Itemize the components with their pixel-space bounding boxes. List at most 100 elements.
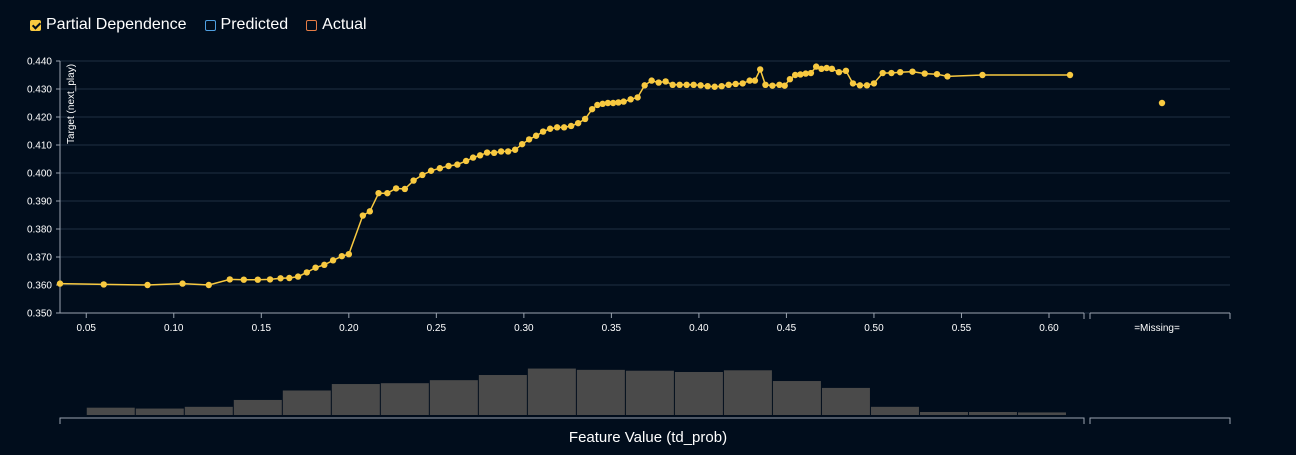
data-point [797, 71, 804, 78]
data-point [375, 189, 382, 197]
x-tick-label: 0.10 [164, 323, 184, 334]
x-tick-label: 0.50 [864, 323, 884, 334]
data-point [525, 136, 533, 143]
data-point [445, 162, 452, 170]
data-point [504, 148, 512, 155]
data-point [683, 81, 690, 89]
data-point [812, 63, 820, 70]
histogram-bar [527, 368, 576, 415]
data-point [599, 100, 606, 108]
histogram-bar [429, 380, 478, 415]
data-point [56, 280, 64, 287]
data-point [454, 161, 461, 168]
data-point [539, 128, 547, 135]
data-point [615, 99, 622, 106]
data-point [266, 276, 274, 283]
legend-partial-dependence[interactable]: Partial Dependence [30, 16, 187, 34]
data-point [179, 280, 186, 287]
x-axis: 0.05 0.10 0.15 0.20 0.25 0.30 0.35 0.40 0.45 0.50… [60, 312, 1231, 334]
data-point [888, 69, 895, 77]
checkbox-icon[interactable] [204, 19, 216, 31]
data-point [240, 276, 247, 283]
data-point [879, 69, 886, 77]
legend-label: Partial Dependence [46, 16, 187, 33]
y-tick-label: 0.430 [27, 85, 52, 96]
data-point [490, 149, 498, 157]
x-axis-label: Feature Value (td_prob) [569, 429, 727, 446]
x-tick-label: 0.20 [339, 323, 359, 334]
histogram-bar [723, 370, 772, 415]
checkbox-icon[interactable] [306, 19, 318, 31]
data-point [870, 80, 878, 87]
data-point [776, 81, 783, 89]
histogram-bar [674, 372, 723, 415]
data-point [732, 80, 739, 88]
data-point [338, 252, 346, 260]
data-point [690, 81, 697, 89]
data-point [676, 81, 683, 89]
data-point [648, 77, 655, 84]
histogram-bar [968, 411, 1017, 415]
data-point [469, 154, 477, 161]
missing-tick-label: =Missing= [1134, 323, 1180, 334]
series-partial-dependence [56, 63, 1166, 289]
histogram-bar [576, 369, 625, 415]
histogram-bar [821, 387, 870, 415]
histogram-bar [380, 383, 429, 415]
legend-predicted[interactable]: Predicted [204, 16, 289, 34]
data-point [641, 82, 648, 89]
y-axis: 0.350 0.360 0.370 0.380 0.390 0.400 0.410 0.420… [27, 57, 61, 320]
data-point [897, 69, 904, 76]
data-point [933, 70, 941, 78]
histogram-bar [919, 411, 968, 415]
grid [60, 60, 1230, 314]
data-point [410, 177, 417, 184]
data-point [979, 71, 986, 79]
legend-actual[interactable]: Actual [306, 16, 367, 34]
y-tick-label: 0.380 [27, 225, 52, 236]
data-point [762, 81, 769, 89]
data-point [277, 275, 284, 282]
data-point [476, 152, 484, 159]
data-point [100, 281, 107, 288]
data-point [786, 76, 794, 83]
data-point [312, 264, 319, 271]
data-point [756, 66, 764, 73]
data-point [718, 83, 725, 90]
data-point [384, 189, 391, 197]
histogram-bar [331, 384, 380, 415]
y-tick-label: 0.370 [27, 253, 52, 264]
data-point [329, 257, 337, 264]
data-point [581, 115, 589, 123]
data-point [909, 68, 916, 75]
data-point [511, 146, 519, 153]
data-point [835, 69, 843, 76]
legend-label: Actual [322, 16, 367, 33]
data-point [518, 140, 526, 148]
data-point [669, 81, 676, 89]
data-point [725, 81, 732, 89]
data-point [427, 167, 435, 174]
legend-label: Predicted [220, 16, 289, 33]
data-point [205, 281, 212, 289]
data-point [483, 149, 491, 156]
histogram-bar [478, 375, 527, 415]
data-point [609, 99, 617, 107]
data-point [436, 165, 444, 172]
histogram-bar [625, 370, 674, 415]
histogram-bar [135, 408, 184, 415]
data-point [751, 77, 759, 84]
data-point [697, 82, 704, 89]
checkbox-icon[interactable] [30, 19, 41, 31]
data-point [791, 71, 799, 79]
data-point [286, 274, 293, 282]
data-point [856, 82, 864, 89]
legend: Partial Dependence Predicted Actual [30, 14, 367, 36]
histogram-axis [59, 417, 1085, 424]
data-point [345, 251, 353, 258]
data-point [739, 80, 746, 87]
histogram-bar [870, 406, 919, 415]
data-point [842, 67, 850, 75]
data-point [254, 276, 261, 283]
x-tick-label: 0.15 [252, 323, 272, 334]
